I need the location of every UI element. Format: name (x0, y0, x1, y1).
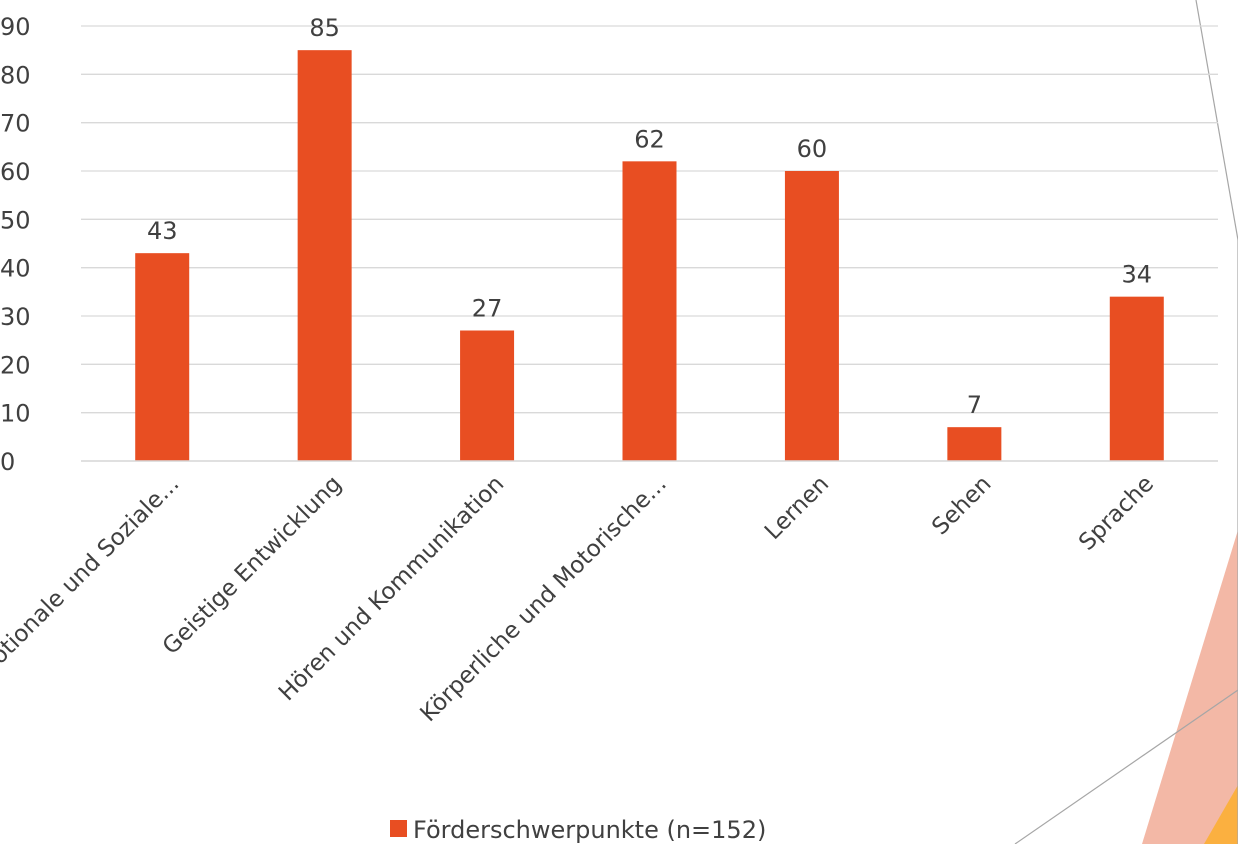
data-label: 27 (472, 295, 503, 323)
y-tick-label: 80 (0, 61, 31, 89)
decor-orange-triangle (1204, 785, 1238, 844)
y-tick-label: 60 (0, 158, 31, 186)
x-category-label: Lernen (760, 471, 834, 545)
bar (135, 253, 190, 461)
decorative-corner (1014, 0, 1238, 844)
bar (947, 427, 1002, 461)
y-tick-label: 0 (0, 448, 15, 476)
y-tick-label: 90 (0, 13, 31, 41)
x-category-label: Sprache (1074, 471, 1159, 556)
bar (1109, 296, 1164, 461)
data-labels: 43 85 27 62 60 7 34 (147, 14, 1152, 419)
bar (297, 50, 352, 462)
legend: Förderschwerpunkte (n=152) (390, 816, 766, 844)
decor-pink-triangle (1142, 530, 1238, 844)
data-label: 85 (309, 14, 340, 42)
x-category-label: Sehen (927, 471, 996, 540)
y-tick-label: 40 (0, 255, 31, 283)
y-axis: 0 10 20 30 40 50 60 70 80 90 (0, 13, 31, 476)
data-label: 34 (1122, 261, 1153, 289)
x-category-label: Geistige Entwicklung (158, 471, 347, 660)
bar (784, 171, 839, 461)
legend-swatch (390, 820, 407, 837)
x-category-label: Emotionale und Soziale... (0, 471, 184, 696)
y-tick-label: 50 (0, 206, 31, 234)
decor-line-top (1195, 0, 1238, 241)
y-tick-label: 20 (0, 351, 31, 379)
legend-label: Förderschwerpunkte (n=152) (413, 816, 766, 844)
x-axis: Emotionale und Soziale...Geistige Entwic… (0, 460, 1218, 727)
y-tick-label: 30 (0, 303, 31, 331)
bar (460, 330, 515, 461)
data-label: 7 (967, 391, 982, 419)
data-label: 60 (797, 135, 828, 163)
bar (622, 161, 677, 462)
decor-line-bottom (1014, 689, 1238, 844)
bars (135, 50, 1164, 462)
y-tick-label: 70 (0, 110, 31, 138)
y-tick-label: 10 (0, 400, 31, 428)
data-label: 62 (634, 125, 665, 153)
data-label: 43 (147, 217, 178, 245)
